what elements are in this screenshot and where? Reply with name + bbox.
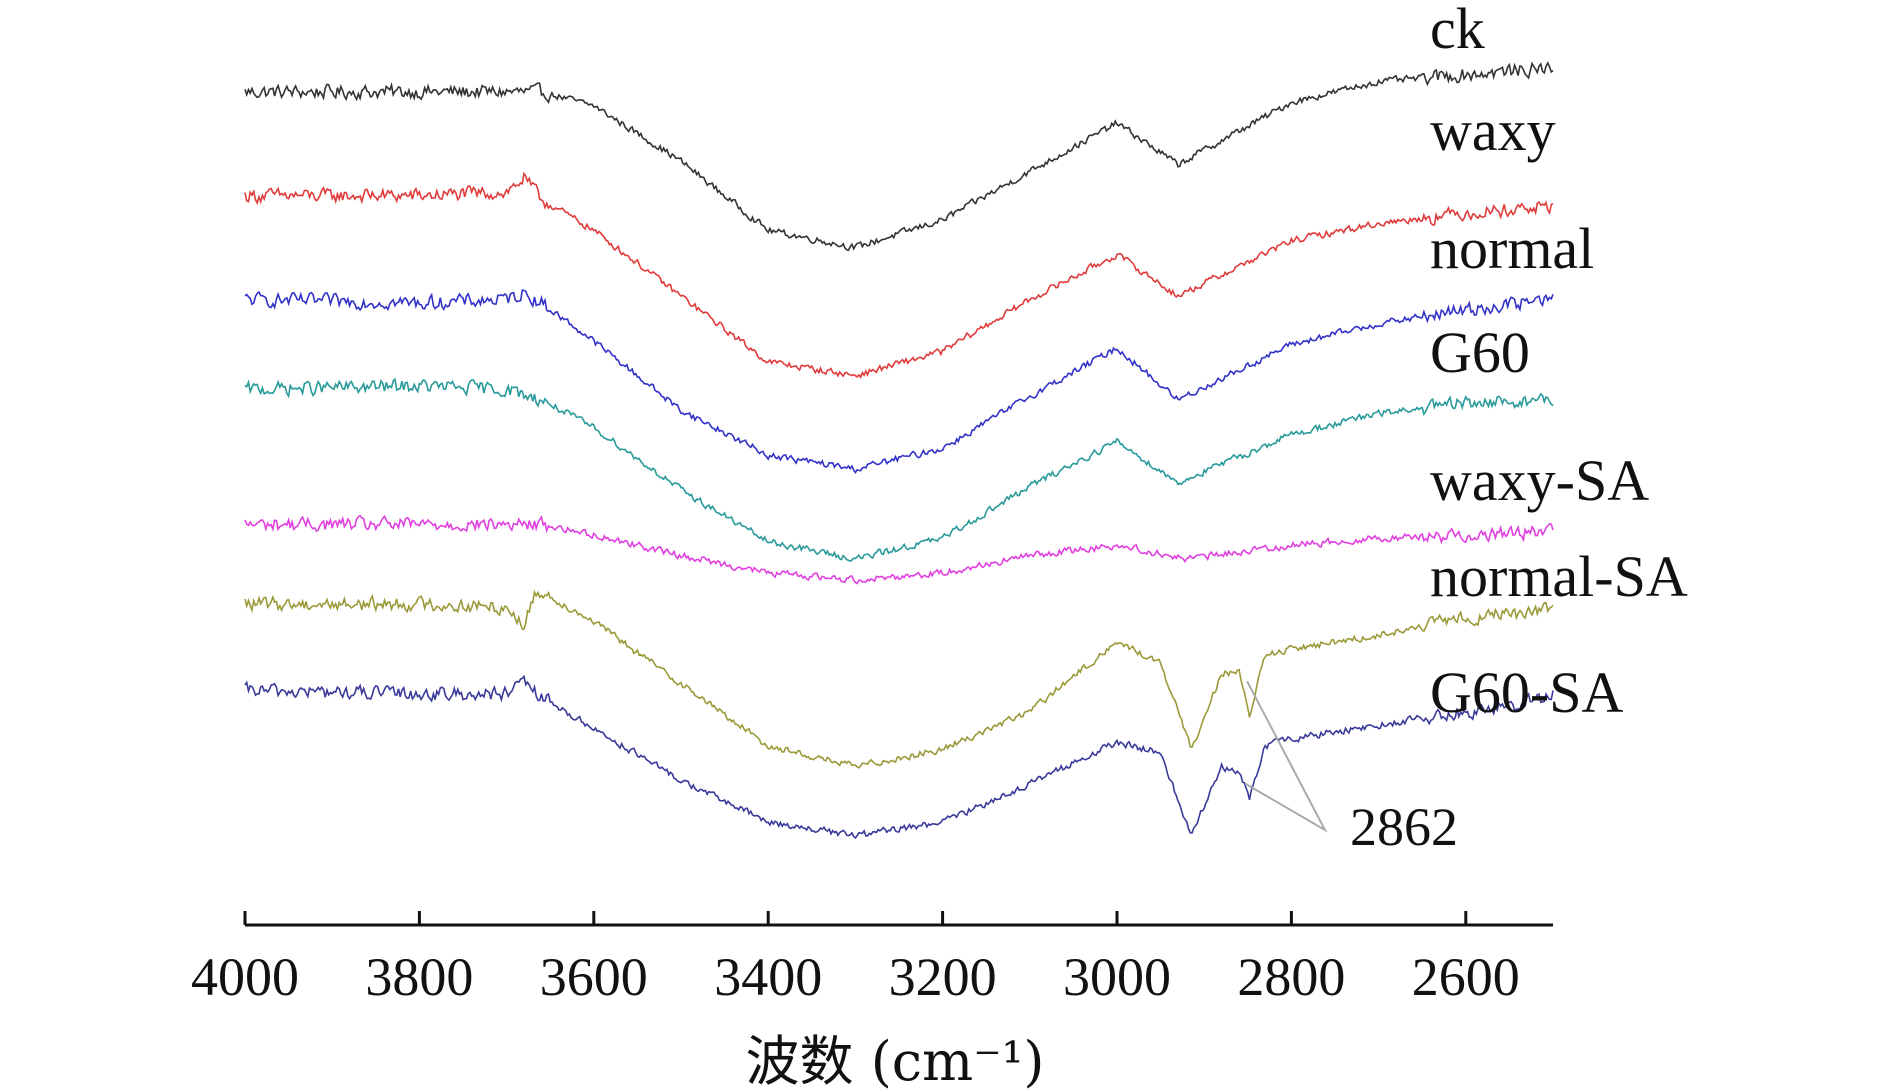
series-label-waxy: waxy (1430, 98, 1556, 163)
x-axis-title: 波数 (cm⁻¹) (746, 1030, 1045, 1092)
series-labels: ck waxy normal G60 waxy-SA normal-SA G60-SA (1430, 0, 1688, 725)
x-tick-label-2800: 2800 (1237, 947, 1345, 1007)
series-label-ck: ck (1430, 0, 1485, 61)
x-tick-label-2600: 2600 (1412, 947, 1520, 1007)
x-axis-ticks: 4000 3800 3600 3400 3200 3000 2800 2600 (191, 911, 1520, 1007)
x-tick-label-3600: 3600 (540, 947, 648, 1007)
series-line-waxy-SA (244, 514, 1554, 585)
annotation-leader-0 (1244, 680, 1328, 833)
series-label-G60: G60 (1430, 320, 1530, 385)
annotation-label-0: 2862 (1350, 797, 1458, 857)
series-label-waxy-SA: waxy-SA (1430, 448, 1649, 513)
x-tick-label-3800: 3800 (365, 947, 473, 1007)
series-line-G60 (244, 377, 1554, 563)
series-label-normal: normal (1430, 216, 1594, 281)
series-lines (244, 61, 1554, 840)
series-label-G60-SA: G60-SA (1430, 660, 1623, 725)
series-line-normal (244, 289, 1554, 475)
series-line-G60-SA (244, 674, 1554, 840)
series-line-normal-SA (244, 589, 1554, 769)
series-label-normal-SA: normal-SA (1430, 544, 1688, 609)
x-tick-label-3200: 3200 (889, 947, 997, 1007)
annotations: 2862 (1244, 680, 1458, 857)
series-line-waxy (244, 171, 1554, 379)
series-line-ck (244, 61, 1554, 252)
x-tick-label-4000: 4000 (191, 947, 299, 1007)
x-tick-label-3000: 3000 (1063, 947, 1171, 1007)
x-tick-label-3400: 3400 (714, 947, 822, 1007)
